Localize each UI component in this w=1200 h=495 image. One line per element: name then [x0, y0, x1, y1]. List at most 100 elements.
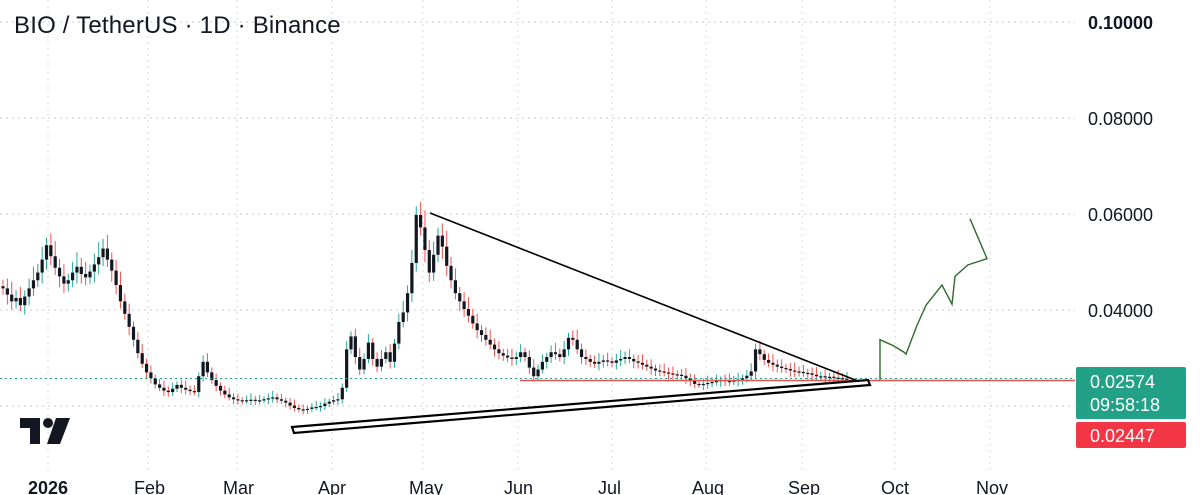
- candle-body: [814, 374, 819, 377]
- candle-body: [436, 235, 440, 255]
- candle-body: [214, 380, 218, 386]
- candle-body: [788, 369, 792, 371]
- candle-body: [823, 376, 827, 378]
- candle-body: [484, 334, 488, 340]
- candle-body: [519, 352, 523, 358]
- candle-body: [166, 390, 170, 393]
- candle-body: [371, 342, 375, 359]
- candle-body: [562, 349, 566, 358]
- candle-body: [262, 399, 266, 401]
- ascending-trendline: [290, 378, 872, 435]
- candle-body: [405, 293, 410, 313]
- candle-body: [144, 363, 149, 373]
- candle-body: [475, 323, 479, 331]
- candle-body: [179, 384, 183, 388]
- candle-body: [797, 371, 801, 373]
- candle-body: [593, 361, 597, 364]
- candle-body: [84, 274, 88, 278]
- candle-body: [97, 257, 101, 265]
- candle-body: [514, 357, 518, 359]
- candle-body: [184, 387, 188, 390]
- candle-body: [810, 373, 814, 375]
- candle-body: [806, 372, 810, 375]
- candle-body: [92, 264, 96, 272]
- candle-body: [419, 214, 423, 228]
- x-tick-label: Jul: [598, 478, 621, 495]
- candle-body: [740, 378, 745, 380]
- candle-body: [532, 367, 536, 377]
- candle-body: [66, 280, 70, 284]
- candle-body: [619, 358, 623, 361]
- candle-body: [297, 407, 301, 410]
- candle-body: [423, 227, 427, 250]
- candle-body: [606, 360, 610, 362]
- projection-path: [879, 218, 988, 380]
- candle-body: [632, 358, 636, 362]
- candle-body: [401, 312, 405, 322]
- candle-body: [379, 358, 384, 367]
- candle-body: [753, 349, 758, 372]
- y-tick-label: 0.04000: [1088, 301, 1153, 321]
- candle-body: [697, 383, 701, 386]
- candle-body: [501, 353, 505, 356]
- candle-body: [210, 372, 214, 381]
- candle-body: [323, 403, 327, 406]
- candle-body: [332, 400, 336, 402]
- candle-body: [118, 285, 123, 302]
- candle-body: [727, 381, 732, 383]
- candle-body: [636, 361, 640, 363]
- candle-body: [71, 272, 75, 281]
- candle-body: [775, 364, 779, 367]
- candle-body: [545, 357, 549, 362]
- candle-body: [388, 352, 392, 362]
- candle-body: [497, 349, 501, 354]
- candle-body: [358, 357, 362, 370]
- candle-body: [110, 259, 114, 271]
- candle-body: [10, 294, 14, 302]
- candle-body: [510, 357, 514, 359]
- alert-badge-value: 0.02447: [1090, 426, 1155, 446]
- candle-body: [706, 382, 710, 385]
- candle-body: [349, 336, 353, 350]
- candle-body: [5, 288, 9, 295]
- candle-body: [53, 256, 57, 268]
- candle-body: [684, 375, 688, 379]
- candle-body: [758, 349, 762, 355]
- candle-body: [153, 378, 157, 385]
- candle-body: [149, 372, 153, 379]
- candle-body: [793, 370, 797, 372]
- candle-body: [601, 360, 605, 362]
- candle-body: [62, 276, 66, 284]
- candle-body: [623, 357, 627, 359]
- candle-body: [523, 352, 527, 358]
- x-tick-label: 2026: [28, 478, 68, 495]
- candle-body: [327, 401, 331, 404]
- candle-body: [506, 355, 510, 358]
- candle-body: [801, 371, 805, 374]
- candle-body: [345, 349, 349, 388]
- candle-body: [314, 406, 318, 409]
- candle-body: [114, 270, 118, 286]
- candle-body: [627, 357, 631, 359]
- candle-body: [236, 399, 240, 401]
- candle-body: [392, 343, 397, 362]
- candle-body: [340, 387, 344, 400]
- candle-body: [414, 214, 418, 263]
- candle-body: [479, 330, 484, 335]
- candle-body: [253, 399, 257, 401]
- candle-body: [445, 246, 449, 266]
- candle-body: [105, 248, 109, 260]
- candle-body: [827, 376, 832, 378]
- candle-body: [449, 265, 453, 281]
- candle-body: [579, 349, 584, 358]
- candle-body: [40, 259, 44, 273]
- candle-body: [693, 381, 697, 384]
- candle-body: [845, 378, 849, 380]
- candle-body: [540, 361, 544, 370]
- candle-body: [440, 235, 444, 247]
- x-tick-label: Mar: [223, 478, 254, 495]
- candle-body: [101, 248, 105, 258]
- x-tick-label: Apr: [318, 478, 346, 495]
- candle-body: [88, 271, 92, 278]
